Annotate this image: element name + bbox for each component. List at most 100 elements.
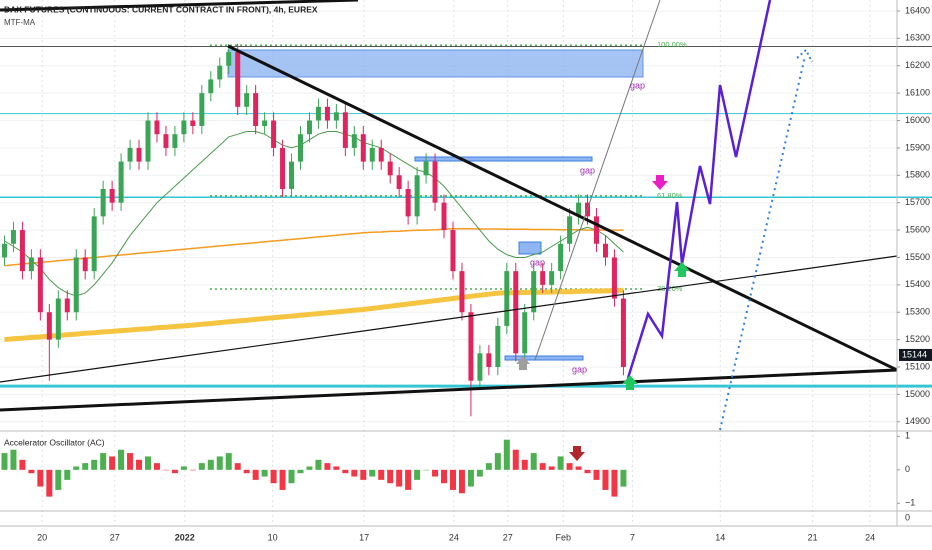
osc-bar — [369, 469, 376, 477]
candle-body — [172, 134, 178, 148]
osc-bar — [548, 466, 555, 470]
down-arrow — [652, 175, 668, 190]
osc-bar — [1, 453, 8, 470]
gap-labels: gap gap gap gap — [530, 80, 645, 374]
candle-body — [602, 243, 608, 258]
osc-bar — [485, 463, 492, 470]
y-tick-label: 15800 — [905, 170, 930, 180]
y-tick-label: 15700 — [905, 197, 930, 207]
candle-body — [271, 120, 277, 148]
candle-body — [423, 161, 429, 176]
osc-bar — [37, 469, 44, 487]
projection — [626, 0, 772, 379]
osc-y-tick-label: −1 — [905, 498, 915, 508]
candle-body — [594, 216, 600, 244]
candle-body — [154, 120, 160, 135]
osc-bar — [127, 453, 134, 470]
last-price-box — [899, 348, 932, 361]
osc-bar — [584, 469, 591, 474]
osc-bar — [100, 453, 107, 470]
osc-bar — [91, 459, 98, 470]
x-tick-label: 24 — [865, 532, 875, 542]
osc-bar — [109, 456, 116, 470]
osc-bar — [557, 456, 564, 470]
osc-bar — [521, 459, 528, 470]
moving-average — [4, 131, 624, 297]
x-tick-label: 24 — [449, 532, 459, 542]
candle-body — [190, 120, 196, 126]
osc-bar — [593, 469, 600, 480]
gap-zone — [414, 156, 593, 162]
candle-body — [369, 147, 375, 162]
osc-bar — [180, 466, 187, 470]
candle-body — [459, 271, 465, 313]
overlays — [4, 131, 624, 343]
last-price-label: 15144 — [902, 349, 927, 359]
candle-body — [1, 243, 7, 258]
x-tick-label: 7 — [630, 532, 635, 542]
candle-body — [82, 257, 88, 272]
osc-bar — [620, 469, 627, 487]
candle-body — [217, 65, 223, 80]
moving-average — [4, 287, 624, 343]
oscillator-title: Accelerator Oscillator (AC) — [4, 437, 105, 447]
moving-average — [4, 227, 624, 267]
candle-body — [414, 175, 420, 217]
osc-bar — [82, 463, 89, 470]
osc-bar — [216, 456, 223, 470]
candle-body — [145, 120, 151, 162]
osc-bar — [602, 469, 609, 490]
osc-bar — [324, 463, 331, 470]
candle-body — [37, 257, 43, 313]
candle-body — [441, 202, 447, 231]
x-tick-label: 10 — [268, 532, 278, 542]
osc-bar — [566, 463, 573, 470]
osc-bar — [378, 469, 385, 480]
gap-label: gap — [580, 165, 595, 175]
osc-bar — [28, 469, 35, 474]
supply-zone — [227, 49, 644, 78]
candle-body — [540, 271, 546, 285]
candle-body — [19, 230, 25, 272]
y-tick-label: 15000 — [905, 389, 930, 399]
up-arrow — [622, 375, 638, 390]
osc-bar — [476, 469, 483, 477]
candle-body — [315, 106, 321, 121]
candle-body — [342, 112, 348, 148]
osc-bar — [10, 449, 17, 470]
y-tick-label: 16100 — [905, 87, 930, 97]
candle-body — [477, 353, 483, 381]
osc-bar — [333, 466, 340, 470]
candle-body — [450, 230, 456, 272]
osc-bar — [279, 469, 286, 490]
candle-body — [91, 216, 97, 272]
osc-y-tick-label: 1 — [905, 431, 910, 441]
x-tick-label: 27 — [110, 532, 120, 542]
osc-bar — [198, 463, 205, 470]
osc-bar — [611, 469, 618, 497]
candle-body — [100, 188, 106, 217]
osc-bar — [306, 466, 313, 470]
candle-body — [486, 353, 492, 368]
candle-body — [226, 52, 232, 66]
osc-bar — [360, 469, 367, 480]
osc-bar — [145, 456, 152, 470]
candle-body — [360, 134, 366, 162]
candle-body — [163, 134, 169, 148]
osc-y-tick-label: 0 — [905, 464, 910, 474]
x-tick-label: 21 — [808, 532, 818, 542]
candle-body — [333, 112, 339, 121]
osc-bar — [55, 469, 62, 490]
x-tick-label: 20 — [37, 532, 47, 542]
candle-body — [127, 147, 133, 162]
candle-body — [351, 134, 357, 148]
candles — [1, 43, 626, 417]
osc-bar — [396, 469, 403, 487]
osc-bar — [512, 449, 519, 470]
pane-y-tick-label: 0 — [905, 512, 910, 522]
candle-body — [118, 161, 124, 203]
osc-bar — [297, 469, 304, 474]
osc-bar — [288, 469, 295, 484]
osc-bar — [64, 469, 71, 480]
